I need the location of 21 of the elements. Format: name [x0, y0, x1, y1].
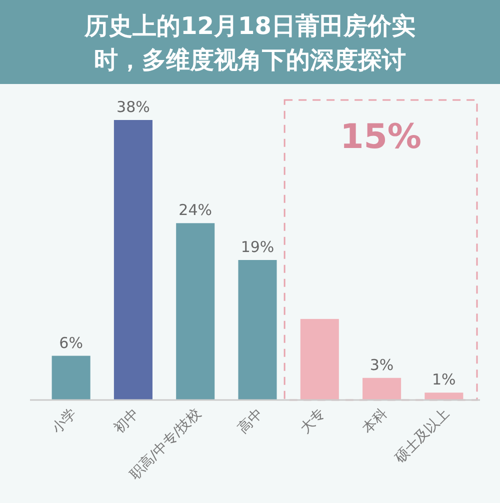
x-tick-label: 初中 [110, 406, 142, 437]
chart-title: 历史上的12月18日莆田房价实时，多维度视角下的深度探讨 [84, 12, 416, 74]
x-tick-label: 小学 [48, 406, 80, 437]
bar [176, 223, 215, 400]
bar [238, 260, 277, 400]
bar [424, 392, 464, 400]
bar [362, 378, 402, 400]
bar [114, 120, 152, 400]
data-label: 38% [116, 98, 150, 116]
bar [300, 318, 339, 400]
data-label: 6% [59, 334, 83, 352]
bar [52, 356, 90, 400]
x-tick-label: 大专 [297, 406, 328, 437]
x-tick-label: 硕士及以上 [391, 406, 453, 468]
x-tick-label: 本科 [360, 406, 391, 437]
x-tick-label: 高中 [235, 406, 266, 437]
data-label: 19% [240, 238, 274, 256]
data-label: 1% [432, 370, 456, 389]
data-label: 24% [178, 201, 212, 220]
annotation: 15% [340, 117, 422, 157]
data-label: 3% [370, 356, 394, 374]
